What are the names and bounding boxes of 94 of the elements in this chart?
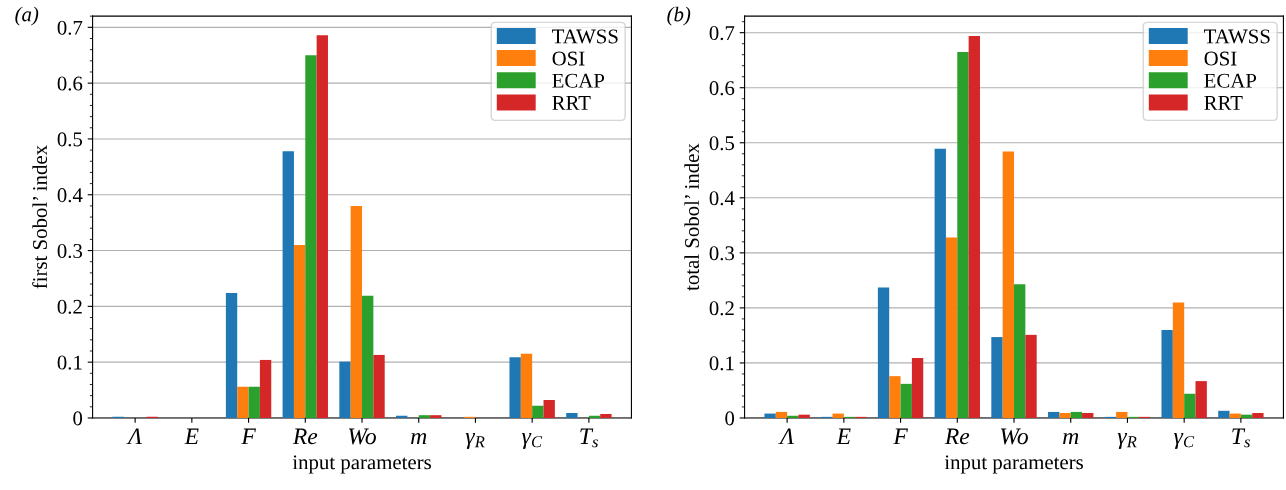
bar: [1116, 411, 1128, 418]
bar: [248, 386, 260, 418]
bar: [305, 55, 317, 418]
x-tick-label: Re: [292, 428, 318, 445]
bar: [532, 405, 544, 418]
bar: [1025, 334, 1037, 418]
y-tick-label: 0.6: [709, 81, 735, 96]
bar: [1002, 151, 1015, 418]
x-tick-label: m: [411, 432, 427, 445]
y-tick-label: 0.4: [57, 188, 83, 203]
chart-title: (a): [15, 6, 39, 26]
x-axis-title: input parameters: [944, 455, 1083, 474]
legend-label: TAWSS: [1204, 29, 1270, 44]
bar: [900, 383, 912, 418]
legend-label: ECAP: [1204, 73, 1257, 88]
x-tick-label: Λ: [126, 428, 143, 445]
bar: [520, 353, 533, 418]
bar: [1014, 284, 1026, 418]
bar: [339, 361, 351, 418]
bar: [798, 414, 810, 418]
bar: [775, 411, 788, 418]
x-tick-label: Wo: [348, 428, 376, 445]
y-tick-label: 0.7: [709, 26, 735, 41]
y-tick-label: 0.7: [57, 20, 83, 35]
x-tick-label: T$_{s}$: [1232, 428, 1250, 448]
x-tick-label: γ$_{R}$: [465, 433, 485, 449]
y-axis-title: first Sobol’ index: [32, 145, 48, 289]
x-tick-label: Re: [944, 428, 970, 445]
bar: [957, 51, 969, 418]
bar: [1070, 411, 1083, 418]
y-axis-title: total Sobol’ index: [684, 143, 700, 291]
y-tick-label: 0: [73, 411, 83, 426]
legend-label: RRT: [552, 96, 591, 110]
bar: [889, 376, 901, 418]
bar: [764, 413, 776, 418]
x-tick-label: Λ: [778, 428, 795, 445]
x-tick-label: E: [184, 428, 199, 445]
y-tick-label: 0.3: [57, 243, 83, 259]
x-tick-label: E: [836, 428, 851, 445]
bar: [225, 292, 238, 418]
y-tick-label: 0.2: [709, 301, 734, 316]
bar: [237, 386, 249, 418]
bar: [430, 415, 442, 418]
bar: [350, 205, 363, 418]
legend-label: RRT: [1204, 96, 1243, 110]
bar: [259, 359, 272, 418]
bar: [934, 148, 946, 418]
bar: [509, 357, 521, 418]
x-tick-label: Wo: [1000, 428, 1028, 445]
bar: [1252, 413, 1264, 418]
y-tick-label: 0.2: [57, 299, 82, 314]
bar: [362, 295, 374, 418]
x-tick-label: m: [1063, 432, 1079, 445]
bar: [968, 35, 980, 418]
y-tick-label: 0.6: [57, 76, 83, 91]
bar: [1195, 381, 1207, 418]
x-tick-label: F: [893, 428, 908, 445]
legend-label: ECAP: [552, 73, 605, 88]
bar: [373, 354, 385, 418]
bar: [282, 151, 294, 418]
y-tick-label: 0.5: [57, 132, 83, 147]
bar: [945, 237, 958, 418]
legend-label: OSI: [1204, 51, 1237, 66]
bar: [1172, 302, 1185, 418]
legend-label: OSI: [552, 51, 585, 66]
x-tick-label: γ$_{C}$: [1173, 433, 1195, 449]
x-axis-title: input parameters: [292, 455, 431, 474]
x-tick-label: T$_{s}$: [580, 428, 598, 448]
y-tick-label: 0.4: [709, 191, 735, 206]
bar: [1048, 411, 1060, 418]
y-tick-label: 0: [725, 411, 735, 426]
bar: [1059, 413, 1071, 418]
bar: [1184, 393, 1196, 418]
bar: [566, 412, 578, 418]
legend-label: TAWSS: [552, 29, 618, 44]
chart-title: (b): [667, 6, 691, 26]
bar: [1082, 413, 1094, 418]
y-tick-label: 0.1: [57, 355, 82, 370]
bar: [293, 244, 306, 418]
bar: [1161, 329, 1173, 418]
y-tick-label: 0.5: [709, 136, 735, 151]
bar: [991, 337, 1003, 418]
x-tick-label: F: [241, 428, 256, 445]
bar: [911, 357, 924, 418]
bar: [877, 287, 890, 418]
bar: [1218, 410, 1230, 418]
y-tick-label: 0.3: [709, 246, 735, 261]
bar: [543, 400, 555, 418]
x-tick-label: γ$_{C}$: [521, 433, 543, 449]
bar: [600, 414, 612, 418]
bar: [316, 35, 328, 418]
bar: [418, 415, 431, 418]
y-tick-label: 0.1: [709, 356, 734, 371]
x-tick-label: γ$_{R}$: [1117, 433, 1137, 449]
